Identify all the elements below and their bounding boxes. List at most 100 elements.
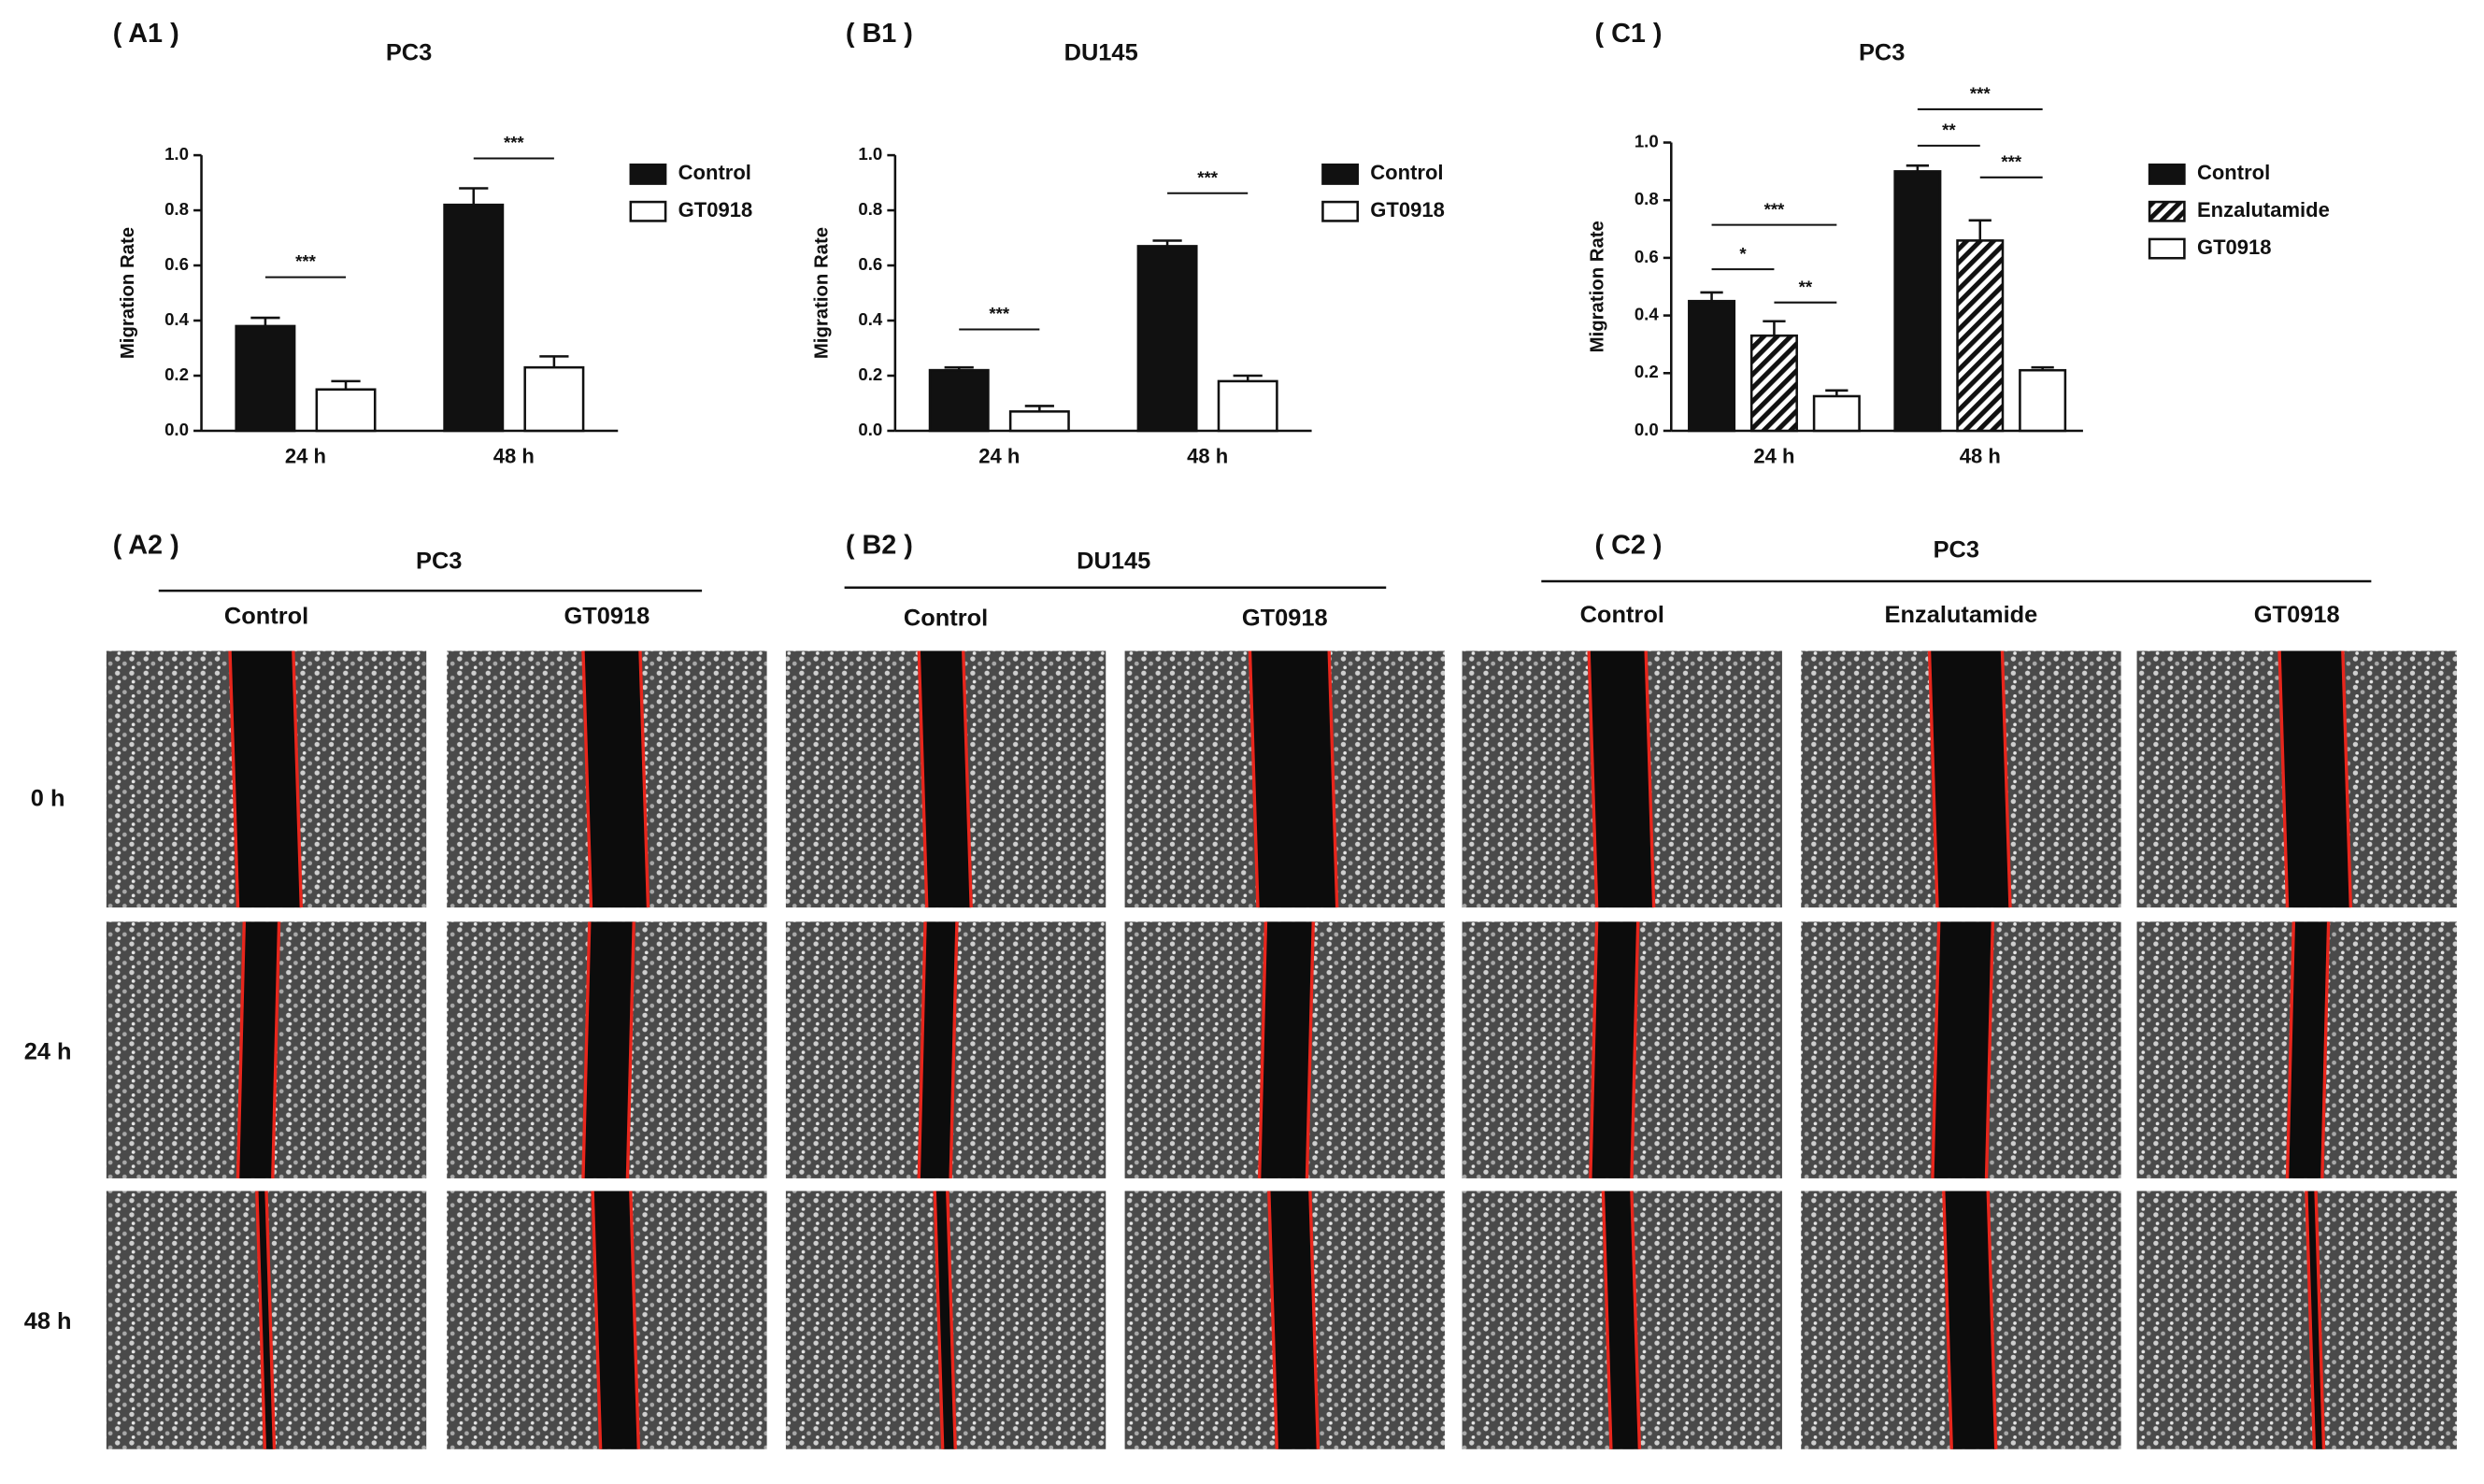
significance-label: ***: [295, 251, 316, 271]
bar: [523, 365, 585, 433]
significance-label: ***: [1197, 167, 1218, 187]
wound-edge: [946, 1191, 957, 1449]
x-tick-label: 48 h: [493, 445, 535, 468]
significance-label: **: [1799, 277, 1813, 296]
wound-edge: [2277, 650, 2290, 908]
wound-gap: [2279, 650, 2351, 908]
column-label: GT0918: [1242, 605, 1328, 631]
wound-gap: [1259, 921, 1314, 1178]
wound-edge: [228, 650, 240, 908]
significance-label: *: [1739, 244, 1747, 264]
wound-edge: [1630, 921, 1640, 1178]
bar: [1956, 239, 2005, 433]
wound-edge: [1248, 650, 1260, 908]
x-tick-label: 48 h: [1960, 445, 2001, 468]
wound-gap: [582, 921, 635, 1178]
wound-edge: [949, 921, 959, 1178]
significance-label: ***: [1764, 199, 1785, 219]
y-tick-label: 0.8: [858, 199, 882, 219]
chart-title: DU145: [1064, 39, 1138, 65]
wound-edge: [638, 650, 650, 908]
wound-edge: [1308, 1191, 1321, 1449]
wound-edge: [236, 921, 246, 1178]
y-axis-label: Migration Rate: [1588, 221, 1608, 352]
wound-gap: [1589, 650, 1654, 908]
wound-edge: [1630, 1191, 1642, 1449]
wound-edge: [581, 921, 592, 1178]
significance-label: ***: [2001, 151, 2021, 171]
panel-label: ( C2 ): [1595, 530, 1663, 560]
x-tick-label: 48 h: [1187, 445, 1228, 468]
legend-label: GT0918: [1370, 198, 1445, 221]
wound-edge: [1984, 921, 1995, 1178]
row-label: 0 h: [31, 786, 65, 812]
wound-gap: [230, 650, 302, 908]
y-tick-label: 0.0: [1635, 420, 1659, 439]
legend-label: GT0918: [2197, 235, 2272, 259]
legend-swatch: [629, 200, 667, 222]
wound-gap: [1932, 921, 1993, 1178]
wound-edge: [917, 650, 929, 908]
legend-swatch: [1321, 163, 1359, 185]
bar: [2019, 368, 2067, 433]
y-tick-label: 0.2: [1635, 362, 1659, 381]
x-tick-label: 24 h: [978, 445, 1020, 468]
wound-gap: [237, 921, 279, 1178]
legend-swatch: [2148, 237, 2186, 260]
wound-gap: [1268, 1191, 1319, 1449]
wound-edge: [1601, 1191, 1613, 1449]
wound-edge: [917, 921, 927, 1178]
wound-gap: [582, 650, 649, 908]
chart-title: PC3: [1859, 39, 1905, 65]
wound-gap: [935, 1191, 956, 1449]
wound-edge: [271, 921, 281, 1178]
y-axis-label: Migration Rate: [118, 227, 138, 359]
chart-title: PC3: [386, 39, 432, 65]
column-label: GT0918: [564, 604, 650, 630]
y-tick-label: 0.0: [164, 420, 189, 439]
column-label: Control: [224, 604, 308, 630]
panel-label: ( C1 ): [1595, 19, 1663, 49]
y-tick-label: 0.6: [858, 254, 882, 274]
wound-edge: [2314, 1191, 2326, 1449]
wound-edge: [1257, 921, 1268, 1178]
column-label: Enzalutamide: [1885, 602, 2038, 628]
y-tick-label: 0.6: [1635, 247, 1659, 266]
panel-title: PC3: [416, 548, 462, 574]
significance-label: ***: [989, 304, 1009, 323]
y-tick-label: 0.8: [164, 199, 189, 219]
legend-swatch: [2148, 163, 2186, 185]
bar: [1749, 334, 1798, 433]
bar: [315, 388, 377, 433]
wound-edge: [264, 1191, 277, 1449]
wound-edge: [255, 1191, 267, 1449]
y-tick-label: 1.0: [858, 144, 882, 164]
bar: [1217, 379, 1278, 433]
significance-label: **: [1942, 121, 1956, 140]
wound-gap: [1590, 921, 1638, 1178]
y-tick-label: 0.6: [164, 254, 189, 274]
panel-label: ( B1 ): [846, 19, 913, 49]
column-label: Control: [904, 605, 988, 631]
wound-edge: [629, 1191, 640, 1449]
column-label: Control: [1580, 602, 1664, 628]
wound-gap: [919, 650, 972, 908]
legend-label: GT0918: [678, 198, 753, 221]
y-tick-label: 0.4: [1635, 305, 1660, 324]
panel-label: ( B2 ): [846, 530, 913, 560]
wound-edge: [962, 650, 973, 908]
y-tick-label: 0.4: [858, 309, 883, 329]
wound-edge: [591, 1191, 603, 1449]
wound-edge: [1986, 1191, 1998, 1449]
wound-edge: [2305, 1191, 2317, 1449]
wound-edge: [1927, 650, 1939, 908]
y-tick-label: 1.0: [164, 144, 189, 164]
y-tick-label: 0.2: [858, 364, 882, 384]
wound-edge: [581, 650, 593, 908]
row-label: 24 h: [24, 1039, 72, 1065]
legend-label: Control: [1370, 161, 1443, 184]
wound-edge: [1305, 921, 1315, 1178]
row-label: 48 h: [24, 1308, 72, 1334]
wound-gap: [1249, 650, 1337, 908]
bar: [928, 368, 990, 433]
